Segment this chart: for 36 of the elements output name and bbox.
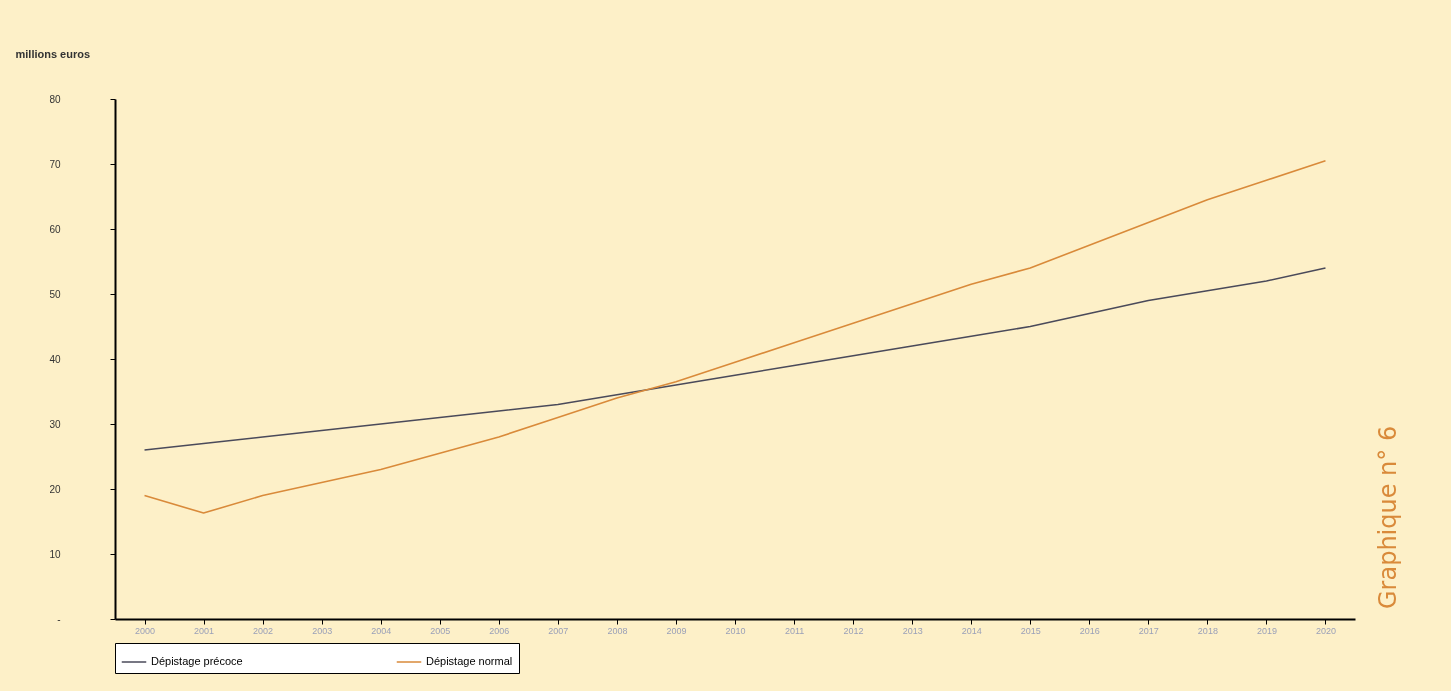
x-tick-label: 2004 (371, 625, 392, 636)
x-tick-label: 2002 (253, 625, 274, 636)
y-tick-label: 20 (49, 483, 61, 495)
x-tick-label: 2017 (1138, 625, 1159, 636)
legend-label: Dépistage normal (426, 655, 513, 667)
x-tick-label: 2020 (1315, 625, 1336, 636)
y-tick-label: 10 (49, 548, 61, 560)
x-tick-label: 2018 (1197, 625, 1218, 636)
y-tick-label: 40 (49, 353, 61, 365)
y-tick-label: 60 (49, 223, 61, 235)
y-axis-title: millions euros (15, 47, 91, 60)
x-tick-label: 2019 (1256, 625, 1277, 636)
x-tick-label: 2009 (666, 625, 687, 636)
text: Graphique n° 6 (1374, 425, 1402, 609)
x-tick-label: 2006 (489, 625, 510, 636)
y-tick-label: 50 (49, 288, 61, 300)
x-tick-label: 2001 (194, 625, 215, 636)
legend-label: Dépistage précoce (151, 655, 243, 667)
x-tick-label: 2008 (607, 625, 628, 636)
x-tick-label: 2013 (902, 625, 923, 636)
x-tick-label: 2005 (430, 625, 451, 636)
x-tick-label: 2014 (961, 625, 982, 636)
x-tick-label: 2010 (725, 625, 746, 636)
x-tick-label: 2007 (548, 625, 569, 636)
y-tick-label: 80 (49, 93, 61, 105)
x-tick-label: 2000 (135, 625, 156, 636)
y-tick-label: 70 (49, 158, 61, 170)
line-series (143, 267, 1327, 451)
x-tick-label: 2012 (843, 625, 864, 636)
x-tick-label: 2011 (784, 625, 805, 636)
x-tick-label: 2003 (312, 625, 333, 636)
line-series (143, 159, 1327, 514)
y-tick-label: - (57, 613, 61, 625)
y-tick-label: 30 (49, 418, 61, 430)
x-tick-label: 2015 (1020, 625, 1041, 636)
x-tick-label: 2016 (1079, 625, 1100, 636)
